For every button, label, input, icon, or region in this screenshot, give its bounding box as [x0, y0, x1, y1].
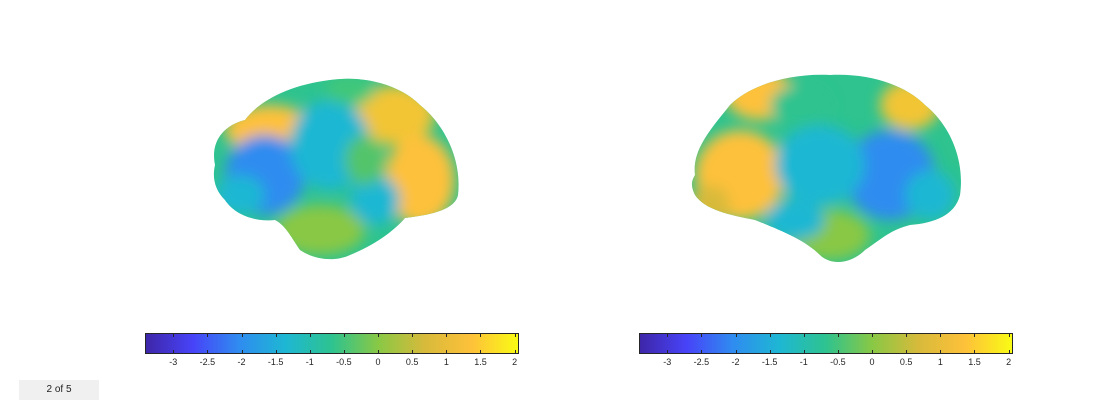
colorbar-tick-mark [514, 350, 516, 353]
colorbar-tick-mark [173, 334, 175, 337]
colorbar-tick-label: -1.5 [267, 357, 284, 367]
colorbar-tick-mark [275, 334, 277, 337]
colorbar-tick-label: 1.5 [968, 357, 981, 367]
colorbar-tick-mark [412, 334, 414, 337]
colorbar-gradient [639, 333, 1013, 354]
colorbar-tick-label: 0 [869, 357, 875, 367]
colorbar-tick-mark [241, 350, 243, 353]
colorbar-tick-mark [412, 350, 414, 353]
colorbar-tick-mark [803, 350, 805, 353]
colorbar-tick-label: 0.5 [405, 357, 419, 367]
colorbar-tick-mark [1008, 350, 1010, 353]
colorbar-tick-mark [514, 334, 516, 337]
colorbar-tick-label: -1.5 [761, 357, 778, 367]
colorbar-tick-mark [940, 350, 942, 353]
colorbar-tick-mark [309, 350, 311, 353]
colorbar-tick-label: -1 [305, 357, 314, 367]
colorbar-tick-mark [207, 350, 209, 353]
colorbar-tick-mark [769, 334, 771, 337]
colorbar-tick-mark [803, 334, 805, 337]
colorbar-right: -3 -2.5 -2 -1.5 -1 -0.5 0 0.5 1 1.5 2 [639, 333, 1013, 373]
colorbar-tick-mark [872, 350, 874, 353]
colorbar-tick-mark [769, 350, 771, 353]
colorbar-tick-label: 2 [1006, 357, 1012, 367]
colorbar-tick-mark [480, 334, 482, 337]
colorbar-tick-mark [906, 334, 908, 337]
colorbar-tick-mark [974, 350, 976, 353]
brain-right-hemisphere [691, 74, 961, 262]
colorbar-tick-mark [735, 350, 737, 353]
colorbar-tick-mark [173, 350, 175, 353]
colorbar-tick-mark [1008, 334, 1010, 337]
colorbar-tick-label: -3 [169, 357, 178, 367]
colorbar-tick-label: -2 [237, 357, 246, 367]
colorbar-tick-mark [343, 350, 345, 353]
colorbar-tick-mark [275, 350, 277, 353]
colorbar-tick-mark [446, 334, 448, 337]
colorbar-tick-mark [735, 334, 737, 337]
colorbar-tick-mark [837, 350, 839, 353]
colorbar-tick-mark [837, 334, 839, 337]
colorbar-tick-mark [378, 350, 380, 353]
colorbar-tick-label: 2 [512, 357, 518, 367]
colorbar-tick-label: 1 [937, 357, 943, 367]
colorbar-tick-mark [241, 334, 243, 337]
colorbar-tick-label: 0.5 [899, 357, 913, 367]
colorbar-tick-mark [207, 334, 209, 337]
colorbar-tick-mark [343, 334, 345, 337]
colorbar-tick-label: 0 [375, 357, 381, 367]
colorbar-tick-mark [480, 350, 482, 353]
colorbar-tick-mark [667, 350, 669, 353]
colorbar-tick-mark [309, 334, 311, 337]
colorbar-tick-label: -2 [731, 357, 740, 367]
colorbar-tick-label: -3 [663, 357, 672, 367]
colorbar-tick-mark [446, 350, 448, 353]
colorbar-left: -3 -2.5 -2 -1.5 -1 -0.5 0 0.5 1 1.5 2 [145, 333, 519, 373]
colorbar-tick-mark [906, 350, 908, 353]
colorbar-tick-label: -0.5 [830, 357, 846, 367]
colorbar-tick-mark [974, 334, 976, 337]
colorbar-tick-label: -1 [799, 357, 808, 367]
colorbar-tick-mark [872, 334, 874, 337]
colorbar-tick-mark [940, 334, 942, 337]
colorbar-tick-mark [378, 334, 380, 337]
colorbar-tick-mark [667, 334, 669, 337]
colorbar-tick-label: 1.5 [474, 357, 487, 367]
colorbar-tick-mark [701, 334, 703, 337]
colorbar-tick-label: -0.5 [336, 357, 352, 367]
colorbar-tick-mark [701, 350, 703, 353]
colorbar-tick-label: 1 [443, 357, 449, 367]
colorbar-tick-label: -2.5 [693, 357, 710, 367]
page-indicator: 2 of 5 [19, 380, 99, 400]
brain-left-hemisphere [213, 78, 459, 260]
colorbar-tick-label: -2.5 [199, 357, 216, 367]
colorbar-gradient [145, 333, 519, 354]
